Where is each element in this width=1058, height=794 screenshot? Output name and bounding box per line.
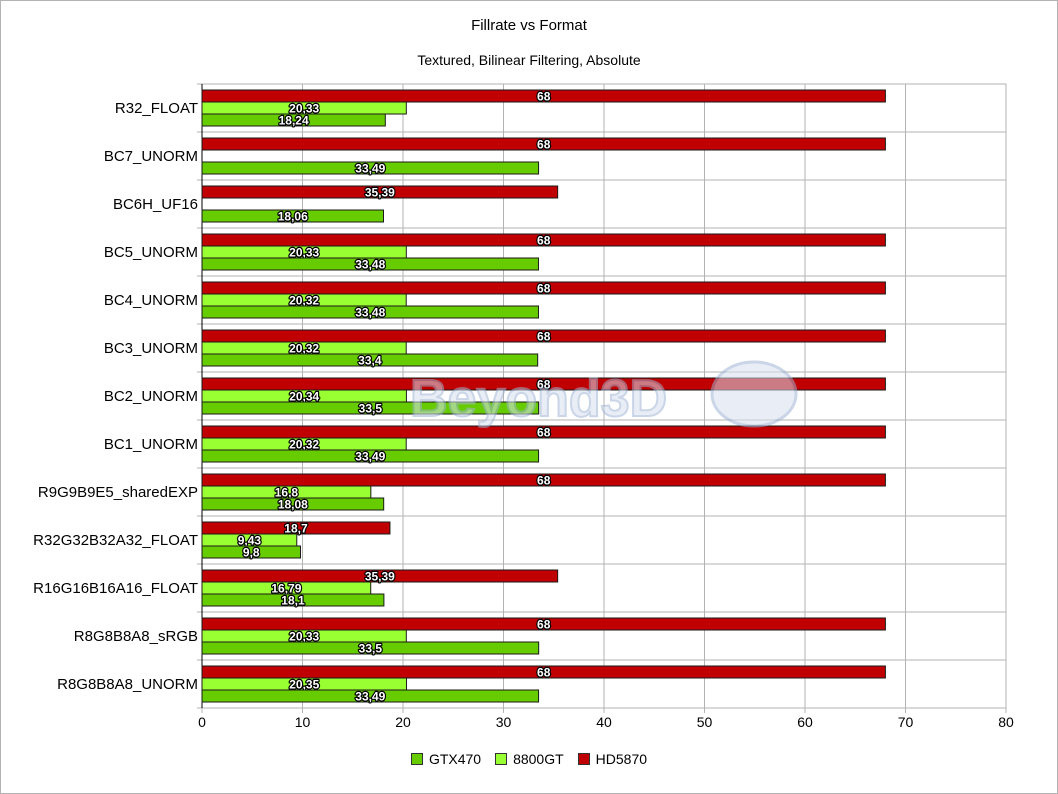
category-label: BC4_UNORM [104,292,198,309]
legend-swatch [495,753,508,765]
x-tick-label: 10 [295,714,311,730]
bar-gtx470 [201,449,540,463]
category-label: R16G16B16A16_FLOAT [33,580,198,597]
legend-item-gtx470: GTX470 [410,751,482,767]
data-label-hd5870: 68 [537,234,551,248]
category-label: R9G9B9E5_sharedEXP [38,484,198,501]
bar-gtx470 [201,641,540,655]
bar-hd5870 [201,569,559,583]
bar-hd5870 [201,425,886,439]
data-label-gtx470: 33,49 [355,690,385,704]
data-label-8800gt: 20,33 [289,246,319,260]
x-tick-label: 20 [395,714,411,730]
data-label-8800gt: 20,33 [289,630,319,644]
bar-hd5870 [201,185,559,199]
data-label-gtx470: 33,5 [359,402,383,416]
category-label: BC7_UNORM [104,148,198,165]
x-tick-label: 60 [797,714,813,730]
bar-hd5870 [201,329,886,343]
x-tick-label: 80 [998,714,1014,730]
data-label-8800gt: 20,32 [289,342,319,356]
data-label-8800gt: 16,8 [275,486,299,500]
data-label-hd5870: 18,7 [284,522,308,536]
x-tick-label: 0 [198,714,206,730]
data-label-gtx470: 33,49 [355,162,385,176]
legend-label: 8800GT [513,751,564,767]
legend-label: GTX470 [428,751,482,767]
category-label: BC2_UNORM [104,388,198,405]
data-label-hd5870: 35,39 [365,570,395,584]
bar-gtx470 [201,113,386,127]
data-label-gtx470: 33,5 [359,642,383,656]
data-label-gtx470: 33,48 [355,306,385,320]
data-label-8800gt: 20,32 [289,294,319,308]
chart-legend: GTX470 8800GT HD5870 [0,751,1058,767]
category-label: BC5_UNORM [104,244,198,261]
bar-gtx470 [201,257,539,271]
x-tick-label: 30 [496,714,512,730]
category-label: BC6H_UF16 [113,196,198,213]
legend-item-hd5870: HD5870 [577,751,648,767]
data-label-gtx470: 18,06 [278,210,308,224]
legend-item-8800gt: 8800GT [495,751,564,767]
data-label-gtx470: 33,4 [358,354,382,368]
bar-hd5870 [201,137,886,151]
category-label: R32G32B32A32_FLOAT [33,532,198,549]
legend-swatch [577,753,590,765]
x-tick-label: 70 [898,714,914,730]
data-label-hd5870: 68 [537,90,551,104]
chart-subtitle: Textured, Bilinear Filtering, Absolute [417,52,641,68]
category-label: R8G8B8A8_UNORM [57,676,198,693]
data-label-hd5870: 68 [537,282,551,296]
bar-hd5870 [201,89,886,103]
chart-title: Fillrate vs Format [471,17,587,34]
bar-hd5870 [201,233,886,247]
data-label-hd5870: 68 [537,138,551,152]
data-label-gtx470: 33,49 [355,450,385,464]
data-label-hd5870: 68 [537,474,551,488]
bar-gtx470 [201,305,539,319]
data-label-8800gt: 20,32 [289,438,319,452]
data-label-gtx470: 18,24 [279,114,309,128]
data-label-gtx470: 33,48 [355,258,385,272]
category-label: BC1_UNORM [104,436,198,453]
data-label-8800gt: 20,35 [289,678,319,692]
data-label-hd5870: 68 [537,618,551,632]
x-tick-label: 50 [697,714,713,730]
bar-gtx470 [201,497,385,511]
data-label-gtx470: 18,1 [281,594,305,608]
data-label-hd5870: 68 [537,426,551,440]
data-label-8800gt: 20,33 [289,102,319,116]
bar-gtx470 [201,209,385,223]
bar-gtx470 [201,401,540,415]
bar-gtx470 [201,161,540,175]
legend-label: HD5870 [595,751,648,767]
data-label-hd5870: 35,39 [365,186,395,200]
data-label-hd5870: 68 [537,378,551,392]
data-label-8800gt: 16,79 [271,582,301,596]
bar-hd5870 [201,473,886,487]
data-label-gtx470: 9,8 [243,546,260,560]
legend-swatch [410,753,423,765]
bar-hd5870 [201,617,886,631]
bar-gtx470 [201,689,540,703]
data-label-hd5870: 68 [537,666,551,680]
data-label-hd5870: 68 [537,330,551,344]
bar-gtx470 [201,353,539,367]
data-label-8800gt: 9,43 [238,534,262,548]
category-label: R8G8B8A8_sRGB [74,628,198,645]
category-label: R32_FLOAT [115,100,198,117]
data-label-gtx470: 18,08 [278,498,308,512]
bar-gtx470 [201,593,385,607]
category-label: BC3_UNORM [104,340,198,357]
bar-hd5870 [201,665,886,679]
bar-hd5870 [201,281,886,295]
data-label-8800gt: 20,34 [289,390,319,404]
bar-gtx470 [201,545,301,559]
x-tick-label: 40 [596,714,612,730]
